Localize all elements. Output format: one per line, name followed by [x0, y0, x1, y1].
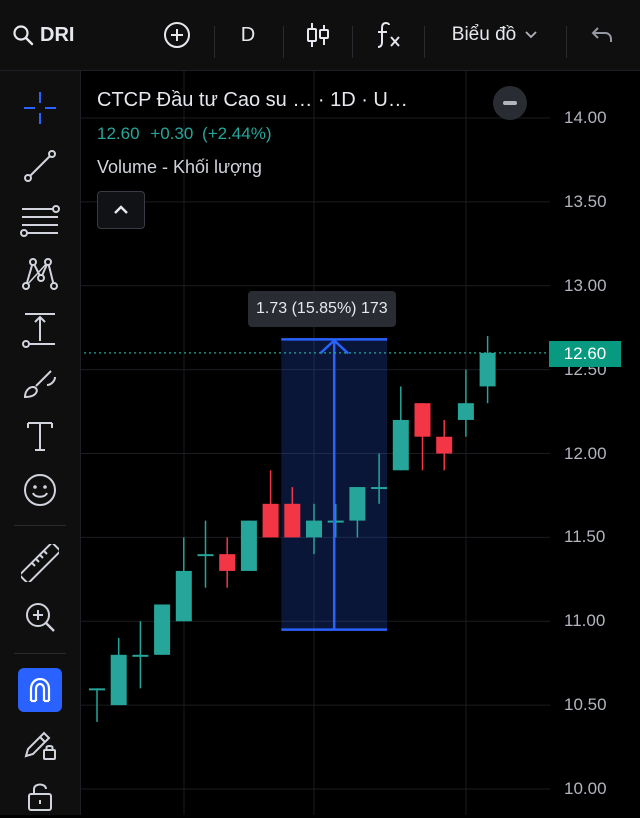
candle-body [479, 352, 496, 387]
price-axis-label: 10.00 [564, 779, 607, 798]
toolbar-divider [283, 26, 284, 58]
candle-body [284, 503, 301, 538]
legend-title[interactable]: CTCP Đầu tư Cao su … · 1D · U… [97, 89, 408, 111]
crosshair-tool[interactable] [18, 86, 62, 130]
candle-body [154, 604, 171, 655]
toolbar-divider [14, 525, 66, 526]
candle-body [371, 487, 388, 490]
pattern-icon [22, 258, 58, 290]
timeframe-button[interactable]: D [240, 23, 256, 46]
candles-series [89, 336, 496, 722]
zoom-in-icon [26, 603, 55, 632]
symbol-label: DRI [40, 23, 75, 46]
candle-body [349, 487, 366, 521]
candle-body [132, 654, 149, 657]
candlestick-icon [307, 23, 329, 47]
candle-body [392, 419, 409, 471]
candle-body [197, 554, 214, 557]
legend-price: 12.60 +0.30 (+2.44%) [97, 124, 271, 144]
price-axis-label: 11.00 [564, 611, 606, 631]
fib-tool[interactable] [18, 199, 62, 243]
measure-label: 1.73 (15.85%) 173 [248, 291, 396, 327]
legend-change: +0.30 [150, 124, 194, 143]
lock-drawings-tool[interactable] [18, 722, 62, 766]
fib-lines-icon [20, 205, 60, 237]
price-axis-label: 14.00 [564, 108, 607, 127]
magnet-tool[interactable] [18, 668, 62, 712]
add-symbol-button[interactable] [157, 0, 197, 70]
price-axis-label: 13.00 [564, 275, 607, 295]
text-tool[interactable] [18, 414, 62, 458]
undo-icon [591, 27, 612, 42]
candle-body [436, 436, 453, 454]
smiley-icon [24, 474, 56, 506]
chevron-down-icon [525, 31, 537, 39]
toolbar-divider [424, 26, 425, 58]
toolbar-divider [214, 26, 215, 58]
brush-tool[interactable] [18, 361, 62, 405]
candle-body [306, 520, 322, 538]
candle-body [240, 520, 257, 571]
candle-body [414, 403, 431, 437]
pencil-lock-icon [24, 731, 56, 760]
candle-body [219, 554, 236, 571]
undo-button[interactable] [584, 0, 620, 70]
candle-body [457, 403, 474, 420]
price-axis-label: 10.50 [564, 695, 607, 715]
zoom-in-tool[interactable] [18, 595, 62, 639]
chevron-up-icon [114, 205, 128, 214]
emoji-tool[interactable] [18, 468, 62, 512]
price-chart[interactable] [81, 71, 640, 815]
candle-body [175, 570, 192, 622]
crosshair-icon [24, 92, 56, 124]
toolbar-divider [566, 26, 567, 58]
candle-body [89, 688, 105, 691]
lock-icon [28, 783, 52, 811]
price-axis-label: 11.50 [564, 527, 606, 547]
function-icon [377, 22, 400, 48]
current-price-tag: 12.60 [549, 341, 621, 367]
measure-arrow-head [319, 338, 350, 355]
legend-change-percent: (+2.44%) [202, 124, 272, 143]
brush-icon [23, 370, 56, 399]
ruler-icon [21, 544, 59, 582]
price-range-icon [22, 313, 55, 348]
toolbar-divider [352, 26, 353, 58]
lock-tool[interactable] [18, 774, 62, 818]
candle-body [327, 520, 344, 523]
symbol-search[interactable]: DRI [12, 0, 92, 70]
chart-type-dropdown[interactable]: Biểu đồ [440, 0, 550, 70]
search-icon [13, 25, 34, 46]
minus-icon [503, 101, 517, 105]
pattern-tool[interactable] [18, 252, 62, 296]
trend-line-tool[interactable] [18, 144, 62, 188]
legend-minimize-button[interactable] [493, 86, 527, 120]
candle-body [110, 654, 127, 706]
text-icon [27, 422, 53, 451]
candle-body [262, 503, 279, 538]
ruler-tool[interactable] [18, 541, 62, 585]
toolbar-divider [14, 653, 66, 654]
price-axis-label: 13.50 [564, 191, 607, 211]
price-axis-label: 12.00 [564, 443, 607, 463]
plus-circle-icon [164, 22, 190, 48]
trend-line-icon [24, 150, 56, 182]
measure-tool[interactable] [18, 307, 62, 351]
legend-volume-label[interactable]: Volume - Khối lượng [97, 157, 262, 177]
top-toolbar: DRI D Biểu đồ [0, 0, 640, 71]
legend-last-price: 12.60 [97, 124, 140, 143]
chart-type-label: Biểu đồ [451, 24, 517, 45]
drawing-toolbar [0, 71, 81, 815]
indicators-button[interactable] [368, 0, 408, 70]
collapse-legend-button[interactable] [97, 191, 145, 229]
magnet-icon [29, 677, 51, 703]
chart-overlay [84, 338, 550, 630]
candles-button[interactable] [300, 0, 336, 70]
